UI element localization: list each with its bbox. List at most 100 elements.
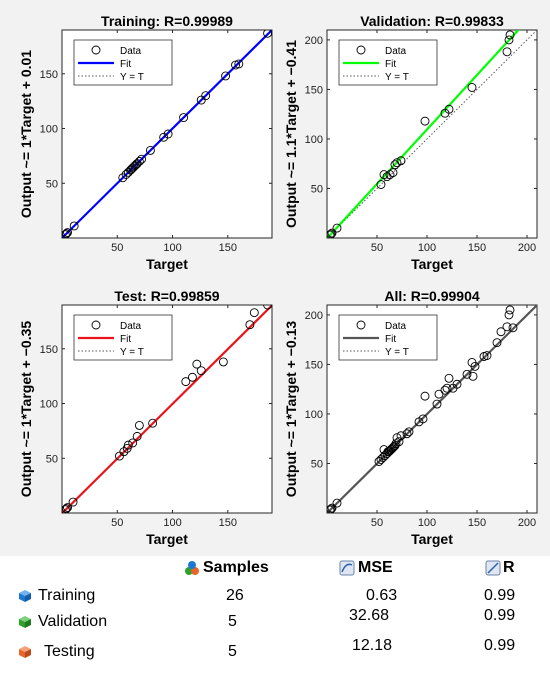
data-point: [404, 427, 414, 437]
data-point: [62, 230, 70, 238]
data-point: [462, 369, 472, 379]
legend: Data Fit Y = T: [338, 314, 438, 361]
row-label: Validation: [38, 613, 108, 630]
legend-label: Fit: [120, 334, 131, 345]
mse-value: 32.68: [349, 607, 390, 624]
legend-label: Fit: [120, 59, 131, 70]
fit-line: [327, 305, 537, 513]
x-tick-label: 150: [219, 517, 237, 529]
data-point: [327, 504, 336, 513]
data-point: [62, 229, 71, 238]
panel-title: Test: R=0.99859: [114, 288, 219, 304]
legend-label: Y = T: [385, 72, 409, 83]
data-point: [181, 377, 191, 387]
data-point: [420, 116, 430, 126]
data-point: [468, 371, 478, 381]
legend-label: Fit: [385, 59, 396, 70]
data-point: [163, 129, 173, 139]
legend-data-marker: [91, 45, 101, 55]
fit-line: [62, 305, 272, 513]
data-point: [69, 221, 79, 231]
data-point: [63, 503, 72, 512]
mse-value: 12.18: [352, 637, 393, 654]
regression-plots-svg: 50 100 150 50 100 150 Training: R=0.99989 Targe…: [0, 0, 550, 556]
legend-label: Data: [120, 321, 142, 332]
data-point: [187, 372, 197, 382]
x-axis-label: Target: [411, 531, 453, 547]
mse-value: 0.63: [366, 587, 398, 604]
x-tick-label: 100: [163, 517, 181, 529]
data-point: [123, 440, 133, 450]
data-point: [502, 47, 512, 57]
legend-data-marker: [91, 320, 101, 330]
data-point: [327, 505, 335, 513]
y-tick-label: 100: [305, 409, 323, 421]
legend-label: Y = T: [120, 72, 144, 83]
table-header-row: Samples MSE R: [0, 556, 550, 580]
data-point: [128, 438, 138, 448]
x-tick-label: 50: [111, 517, 123, 529]
table-row: Testing 5 12.18 0.99: [0, 637, 550, 664]
fit-line: [62, 30, 272, 238]
x-tick-label: 100: [418, 517, 436, 529]
data-point: [63, 228, 72, 237]
legend: Data Fit Y = T: [73, 39, 173, 86]
data-point: [145, 145, 155, 155]
legend-label: Fit: [385, 334, 396, 345]
y-tick-label: 150: [305, 359, 323, 371]
data-point: [392, 158, 402, 168]
legend-label: Data: [385, 321, 407, 332]
data-point: [148, 418, 158, 428]
data-point: [119, 447, 129, 457]
x-tick-label: 50: [111, 242, 123, 254]
y-tick-label: 100: [40, 124, 58, 136]
data-point: [134, 420, 144, 430]
table-row: Validation 5 32.68 0.99: [0, 607, 550, 634]
data-point: [391, 439, 401, 449]
data-point: [502, 322, 512, 332]
samples-icon: [184, 560, 200, 576]
data-point: [159, 132, 169, 142]
y-tick-label: 150: [40, 69, 58, 81]
y-tick-label: 50: [46, 453, 58, 465]
data-point: [249, 308, 259, 318]
data-point: [505, 30, 515, 40]
data-point: [245, 320, 255, 330]
x-tick-label: 50: [371, 517, 383, 529]
data-point: [131, 160, 141, 170]
data-point: [68, 497, 78, 507]
data-point: [62, 504, 71, 513]
legend-data-marker: [356, 45, 366, 55]
y-equals-t-line: [327, 30, 537, 238]
x-tick-label: 200: [518, 242, 536, 254]
x-tick-label: 150: [219, 242, 237, 254]
x-tick-label: 100: [163, 242, 181, 254]
data-point: [137, 154, 147, 164]
y-tick-label: 150: [305, 84, 323, 96]
y-axis-label: Output ~= 1.1*Target + −0.41: [283, 40, 299, 228]
regression-panel: 50 100 150 200 50 100 150 200 Validation: R=0.99…: [283, 13, 538, 272]
data-point: [332, 498, 342, 508]
y-tick-label: 200: [305, 35, 323, 47]
data-point: [196, 366, 206, 376]
legend-label: Y = T: [385, 347, 409, 358]
y-tick-label: 50: [311, 183, 323, 195]
regression-figure: 50 100 150 50 100 150 Training: R=0.99989 Targe…: [0, 0, 550, 556]
data-point: [504, 310, 514, 320]
data-point: [263, 30, 272, 38]
y-tick-label: 150: [40, 344, 58, 356]
data-point: [442, 383, 452, 393]
x-axis-label: Target: [146, 531, 188, 547]
data-point: [118, 173, 128, 183]
samples-value: 26: [226, 587, 244, 604]
y-tick-label: 200: [305, 310, 323, 322]
x-tick-label: 50: [371, 242, 383, 254]
data-point: [132, 431, 142, 441]
fit-line: [327, 30, 520, 238]
y-axis-label: Output ~= 1*Target + −0.13: [283, 321, 299, 498]
panel-title: Training: R=0.99989: [101, 13, 233, 29]
data-point: [62, 505, 70, 513]
regression-panel: 50 100 150 50 100 150 Training: R=0.99989 Targe…: [18, 13, 273, 272]
data-point: [327, 229, 336, 238]
y-axis-label: Output ~= 1*Target + −0.35: [18, 321, 34, 498]
